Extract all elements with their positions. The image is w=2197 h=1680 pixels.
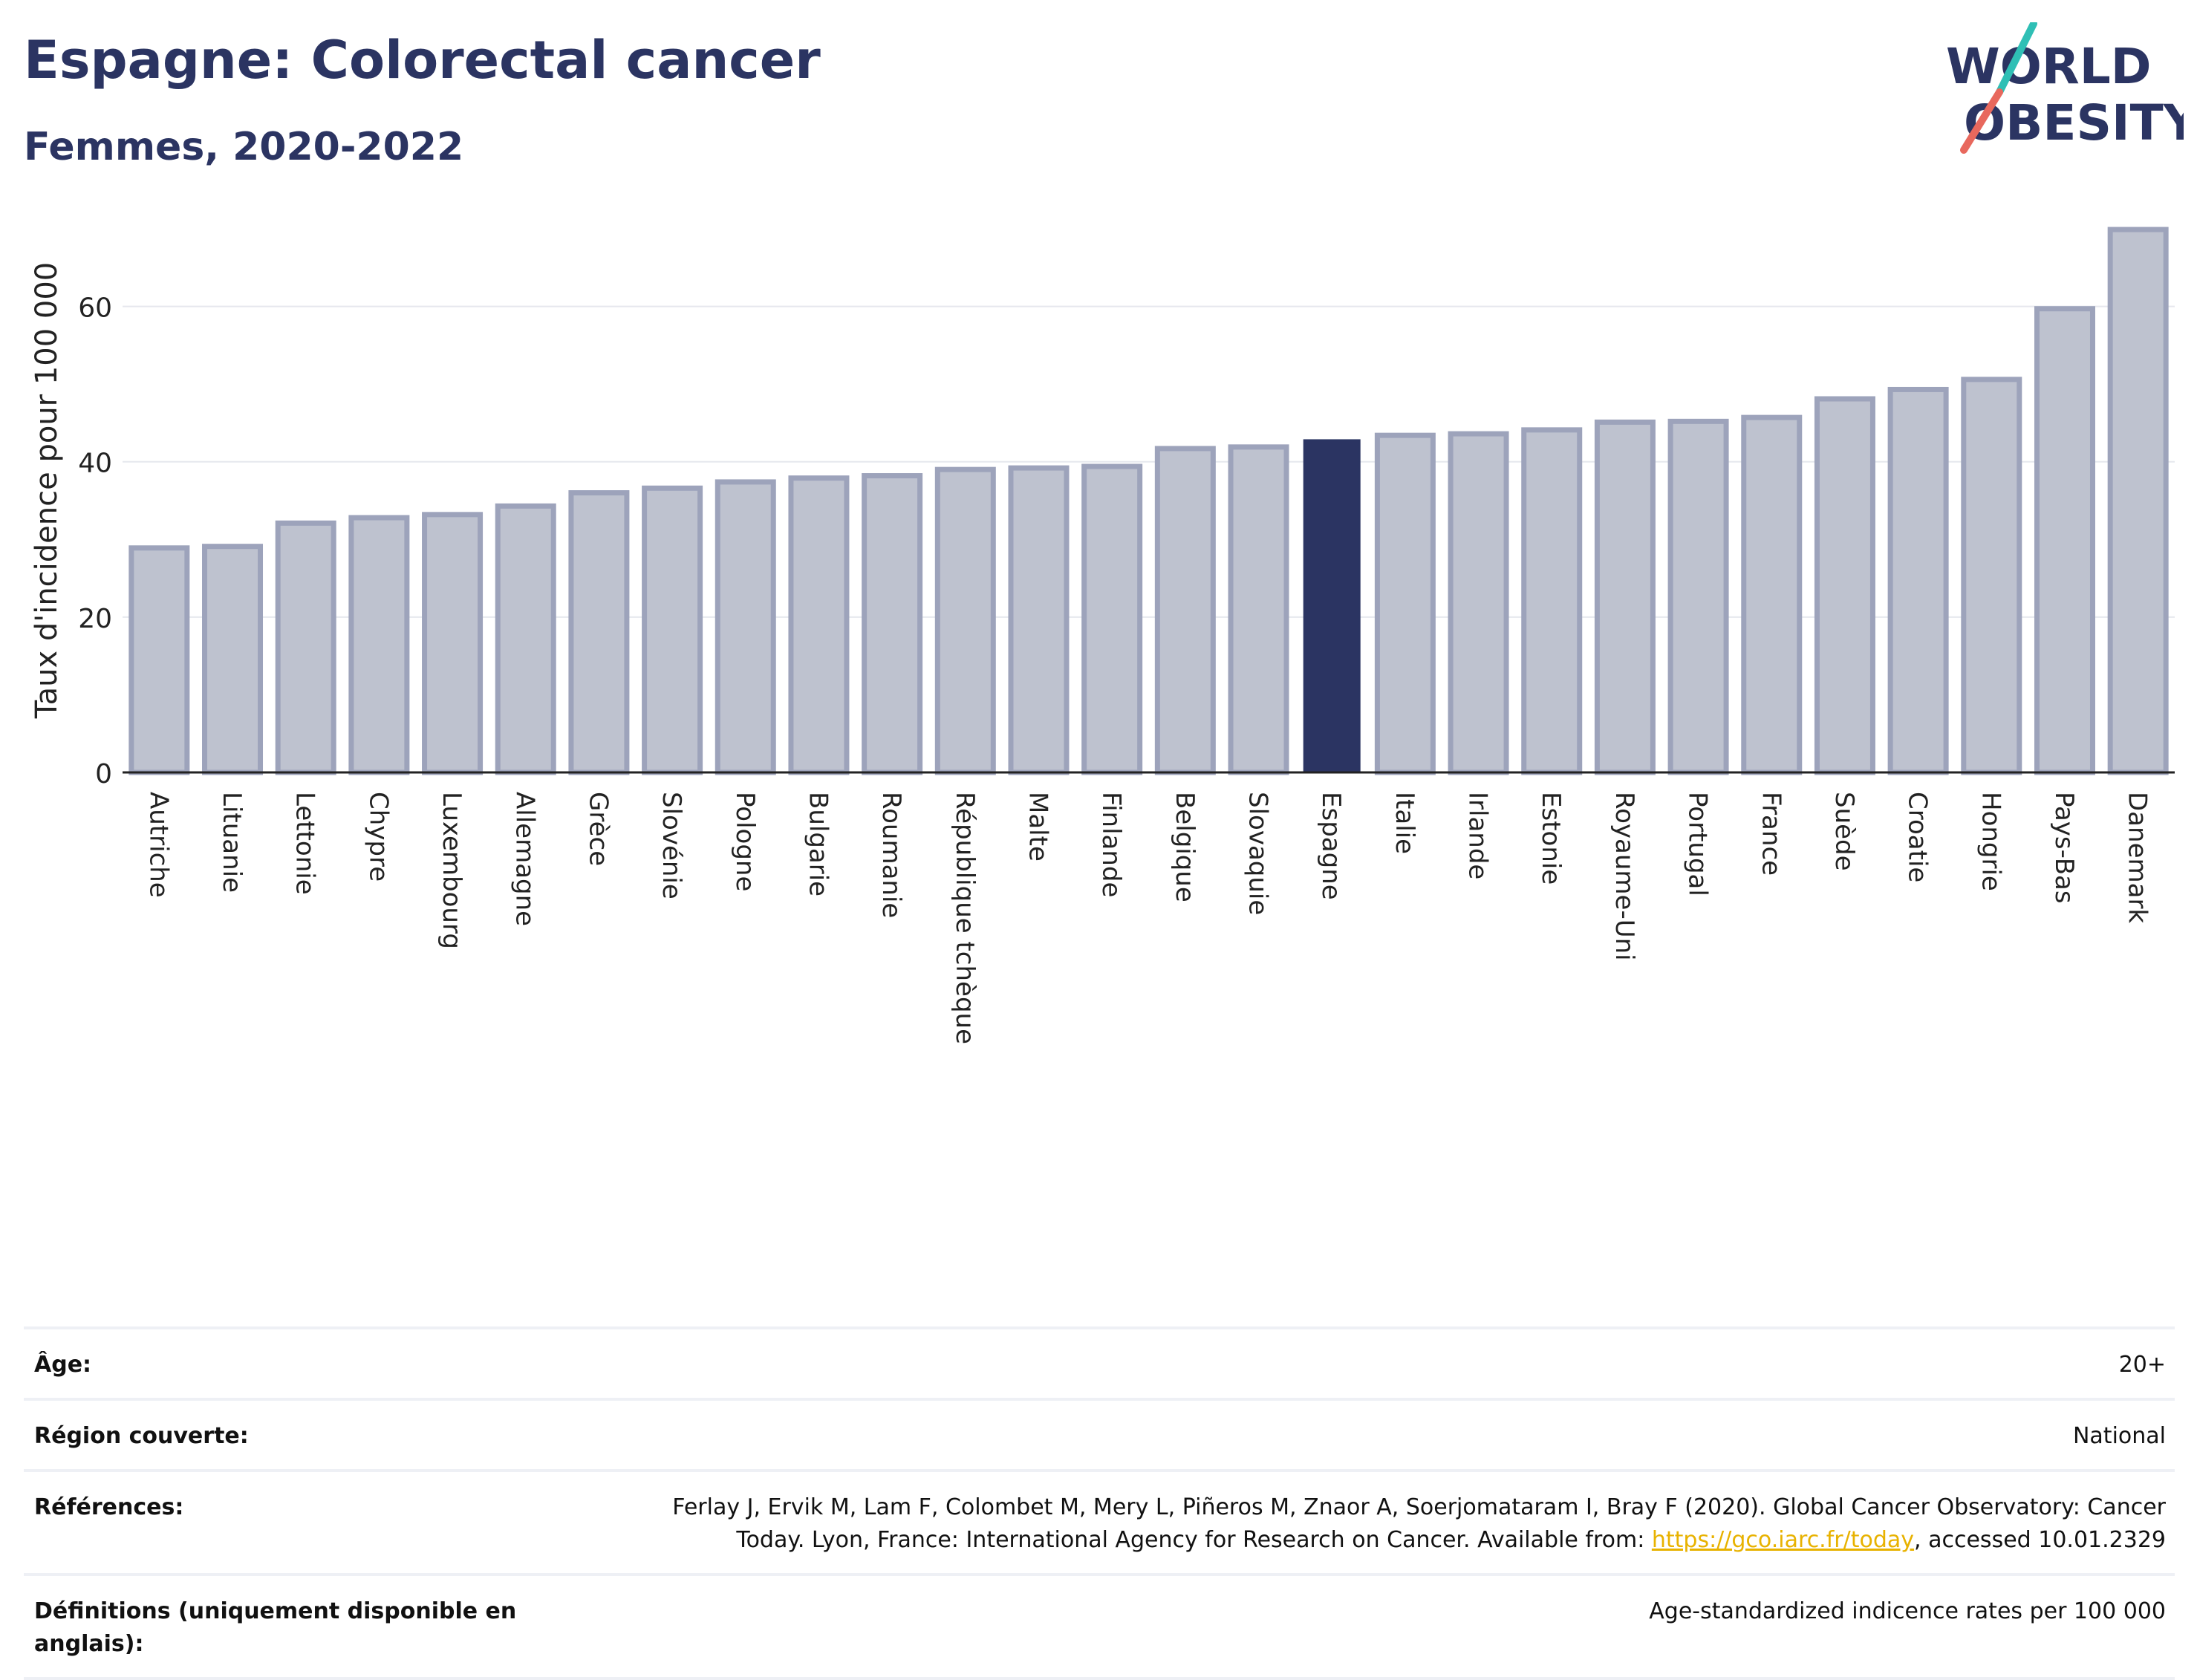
logo-line2: OBESITY	[1964, 94, 2184, 152]
meta-label-age: Âge:	[34, 1352, 92, 1378]
x-tick-label: Finlande	[1096, 792, 1126, 897]
chart-title: Espagne: Colorectal cancer	[24, 30, 821, 91]
bar-suède	[1814, 396, 1875, 775]
meta-value-age: 20+	[2118, 1352, 2166, 1378]
x-tick-label: Roumanie	[876, 792, 906, 918]
x-tick-label: République tchèque	[950, 792, 980, 1044]
bar-bulgarie	[788, 475, 850, 775]
references-suffix: , accessed 10.01.2329	[1914, 1527, 2166, 1553]
chart-subtitle: Femmes, 2020-2022	[24, 125, 464, 169]
y-tick-labels: 0 20 40 60	[78, 293, 112, 789]
bar-lituanie	[202, 544, 264, 775]
x-tick-label: Croatie	[1903, 792, 1933, 882]
x-tick-label: France	[1756, 792, 1786, 876]
x-tick-label: Belgique	[1170, 792, 1200, 902]
x-tick-label: Bulgarie	[803, 792, 833, 896]
x-tick-label: Pays-Bas	[2049, 792, 2079, 904]
x-tick-labels: Autriche Lituanie Lettonie Chypre Luxembourg…	[143, 792, 2152, 1044]
bar-chypre	[348, 515, 410, 775]
bar-estonie	[1521, 427, 1583, 775]
bar-roumanie	[862, 473, 923, 775]
bar-malte	[1008, 465, 1070, 775]
bar-belgique	[1154, 446, 1216, 775]
metadata-table: Âge: 20+ Région couverte: National Référ…	[24, 1326, 2175, 1680]
x-tick-label: Lituanie	[217, 792, 247, 893]
bar-hongrie	[1961, 377, 2022, 775]
x-tick-label: Irlande	[1463, 792, 1493, 879]
meta-row-references: Références: Ferlay J, Ervik M, Lam F, Co…	[24, 1469, 2175, 1573]
meta-row-region: Région couverte: National	[24, 1398, 2175, 1469]
y-tick-label: 0	[95, 759, 112, 789]
bar-autriche	[128, 545, 190, 775]
meta-value-references: Ferlay J, Ervik M, Lam F, Colombet M, Me…	[606, 1491, 2166, 1557]
bar-portugal	[1667, 418, 1729, 775]
bar-italie	[1374, 432, 1436, 775]
y-tick-label: 40	[78, 449, 112, 479]
meta-value-definitions: Age-standardized indicence rates per 100…	[1649, 1598, 2166, 1624]
bar-grèce	[568, 490, 630, 775]
y-tick-label: 20	[78, 604, 112, 634]
meta-row-definitions: Définitions (uniquement disponible en an…	[24, 1573, 2175, 1680]
references-link[interactable]: https://gco.iarc.fr/today	[1651, 1527, 1915, 1553]
bar-chart: 0 20 40 60 Autriche Lituanie Lettonie Chypre Lu…	[30, 227, 2175, 1044]
meta-label-references: Références:	[34, 1494, 184, 1520]
bars	[128, 227, 2169, 775]
x-tick-label: Lettonie	[290, 792, 320, 895]
bar-finlande	[1081, 463, 1143, 775]
bar-france	[1741, 414, 1803, 775]
meta-label-region: Région couverte:	[34, 1423, 249, 1449]
x-tick-label: Estonie	[1536, 792, 1566, 885]
x-tick-label: Luxembourg	[437, 792, 466, 949]
logo-line1: WORLD	[1946, 38, 2152, 95]
bar-irlande	[1448, 431, 1509, 775]
x-tick-label: Grèce	[583, 792, 613, 866]
meta-label-definitions: Définitions (uniquement disponible en an…	[34, 1598, 517, 1657]
bar-espagne	[1303, 439, 1361, 773]
x-tick-label: Espagne	[1316, 792, 1346, 900]
bar-slovaquie	[1228, 444, 1289, 775]
x-tick-label: Italie	[1390, 792, 1419, 854]
x-tick-label: Slovaquie	[1243, 792, 1273, 915]
x-tick-label: Slovénie	[657, 792, 686, 899]
bar-pologne	[715, 479, 776, 775]
x-tick-label: Autriche	[143, 792, 173, 898]
meta-value-region: National	[2072, 1423, 2166, 1449]
world-obesity-logo: WORLD OBESITY	[1946, 22, 2184, 154]
x-tick-label: Hongrie	[1976, 792, 2005, 891]
x-tick-label: Allemagne	[510, 792, 540, 926]
bar-allemagne	[495, 503, 556, 775]
y-axis-label: Taux d'incidence pour 100 000	[30, 262, 64, 719]
x-tick-label: Malte	[1023, 792, 1052, 862]
x-tick-label: Pologne	[730, 792, 760, 891]
bar-royaume-uni	[1594, 419, 1656, 775]
bar-croatie	[1887, 386, 1949, 775]
bar-luxembourg	[422, 512, 484, 775]
x-tick-label: Suède	[1829, 792, 1859, 871]
bar-république-tchèque	[934, 466, 996, 775]
x-tick-label: Danemark	[2123, 792, 2152, 923]
bar-slovénie	[642, 485, 703, 775]
references-text: Ferlay J, Ervik M, Lam F, Colombet M, Me…	[672, 1494, 2166, 1553]
bar-pays-bas	[2034, 306, 2095, 775]
x-tick-label: Portugal	[1683, 792, 1713, 896]
x-tick-label: Chypre	[363, 792, 393, 882]
bar-danemark	[2107, 227, 2169, 775]
x-tick-label: Royaume-Uni	[1609, 792, 1639, 961]
meta-row-age: Âge: 20+	[24, 1326, 2175, 1398]
bar-lettonie	[275, 520, 336, 775]
y-tick-label: 60	[78, 293, 112, 324]
